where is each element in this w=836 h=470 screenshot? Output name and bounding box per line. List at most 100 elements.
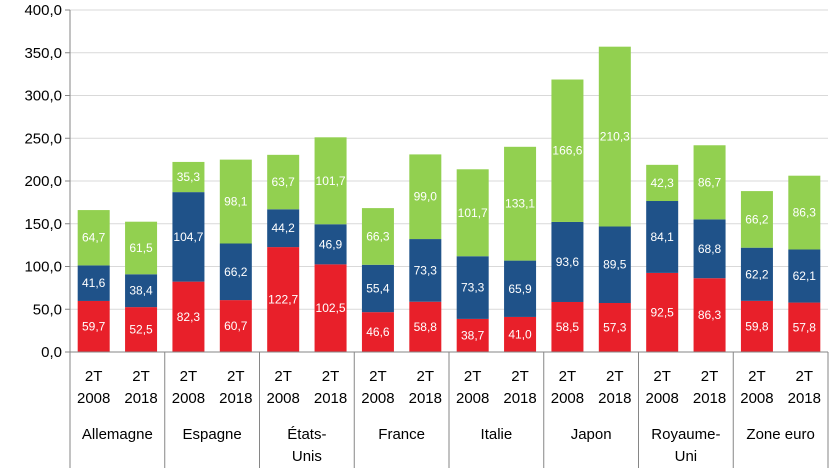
data-label: 44,2: [272, 221, 296, 235]
bar-segment: [740, 247, 773, 301]
bar-segment: [361, 208, 394, 265]
data-label: 73,3: [461, 281, 485, 295]
x-group-label-line: Zone euro: [746, 426, 814, 443]
data-label: 41,6: [82, 276, 106, 290]
x-category-label: 2018: [219, 390, 252, 407]
x-category-label: 2T: [464, 368, 482, 385]
bar-segment: [456, 318, 489, 352]
bar-segment: [77, 300, 110, 352]
bar-segment: [219, 243, 252, 301]
data-label: 59,8: [745, 319, 769, 333]
bar-segment: [598, 226, 631, 304]
y-tick-label: 400,0: [24, 2, 62, 19]
data-label: 84,1: [651, 230, 675, 244]
data-label: 68,8: [698, 242, 722, 256]
bar-segment: [788, 175, 821, 250]
data-label: 42,3: [651, 176, 675, 190]
x-group-label-line: France: [378, 426, 425, 443]
data-label: 98,1: [224, 195, 248, 209]
x-category-label: 2T: [606, 368, 624, 385]
data-label: 58,8: [414, 320, 438, 334]
x-group-label-line: Italie: [481, 426, 513, 443]
data-label: 122,7: [268, 293, 298, 307]
y-tick-label: 100,0: [24, 259, 62, 276]
x-category-label: 2018: [598, 390, 631, 407]
y-axis: 0,0 50,0 100,0 150,0 200,0 250,0 300,0 350,0 400…: [24, 2, 71, 361]
x-category-label: 2008: [267, 390, 300, 407]
x-category-label: 2008: [77, 390, 110, 407]
data-label: 86,3: [698, 308, 722, 322]
data-label: 46,9: [319, 237, 343, 251]
bar-segment: [77, 210, 110, 266]
x-group-label-line: Unis: [292, 448, 322, 465]
bar-segment: [551, 221, 584, 302]
bar-segment: [267, 247, 300, 352]
bar-segment: [409, 301, 442, 352]
data-label: 35,3: [177, 170, 201, 184]
data-label: 102,5: [316, 301, 346, 315]
x-group-label: Espagne: [183, 426, 242, 443]
x-category-label: 2T: [85, 368, 103, 385]
bar-segment: [219, 300, 252, 352]
x-category-label: 2018: [788, 390, 821, 407]
bar-segment: [361, 312, 394, 352]
x-category-label: 2T: [227, 368, 245, 385]
x-category-label: 2008: [361, 390, 394, 407]
data-label: 101,7: [316, 174, 346, 188]
x-group-label-line: Allemagne: [82, 426, 153, 443]
data-label: 92,5: [651, 305, 675, 319]
data-label: 89,5: [603, 258, 627, 272]
data-label: 63,7: [272, 175, 296, 189]
bar-segment: [598, 303, 631, 352]
data-label: 52,5: [129, 323, 153, 337]
bar-segment: [172, 192, 205, 282]
x-category-label: 2008: [646, 390, 679, 407]
bar-segment: [693, 145, 726, 220]
x-category-label: 2T: [796, 368, 814, 385]
x-group-label: États- Unis: [287, 426, 326, 465]
bar-segment: [267, 154, 300, 210]
x-category-label: 2008: [456, 390, 489, 407]
data-label: 166,6: [552, 144, 582, 158]
data-label: 82,3: [177, 310, 201, 324]
x-group-label: Zone euro: [746, 426, 814, 443]
bar-segment: [646, 272, 679, 352]
x-category-label: 2T: [748, 368, 766, 385]
y-tick-label: 0,0: [41, 344, 62, 361]
data-label: 58,5: [556, 320, 580, 334]
x-category-label: 2018: [314, 390, 347, 407]
x-axis: 2T 2008 2T 2018 Allemagne 2T 2008 2T 2018 Espagne…: [69, 351, 829, 468]
data-label: 104,7: [173, 230, 203, 244]
data-label: 62,1: [793, 269, 817, 283]
bar-segment: [504, 260, 537, 317]
data-label: 41,0: [508, 327, 532, 341]
data-label: 99,0: [414, 190, 438, 204]
x-category-label: 2008: [740, 390, 773, 407]
y-tick-label: 150,0: [24, 216, 62, 233]
x-category-label: 2T: [701, 368, 719, 385]
x-group-label-line: Japon: [571, 426, 612, 443]
x-category-label: 2018: [409, 390, 442, 407]
x-group-label: Allemagne: [82, 426, 153, 443]
x-group-label-line: États-: [287, 426, 326, 443]
bar-segment: [788, 249, 821, 303]
bar-segment: [504, 316, 537, 352]
data-label: 60,7: [224, 319, 248, 333]
bar-segment: [314, 264, 347, 352]
bar-segment: [693, 278, 726, 352]
data-label: 133,1: [505, 197, 535, 211]
bar-segment: [267, 209, 300, 248]
bar-segment: [788, 302, 821, 352]
bar-segment: [598, 46, 631, 227]
x-category-label: 2T: [274, 368, 292, 385]
y-tick-label: 350,0: [24, 45, 62, 62]
bar-segment: [409, 154, 442, 240]
bar-segment: [740, 300, 773, 352]
bar-segment: [456, 169, 489, 257]
bar-segment: [125, 307, 158, 352]
x-category-label: 2008: [551, 390, 584, 407]
data-label: 59,7: [82, 319, 106, 333]
x-group-label-line: Royaume-: [651, 426, 720, 443]
bar-segment: [551, 79, 584, 222]
